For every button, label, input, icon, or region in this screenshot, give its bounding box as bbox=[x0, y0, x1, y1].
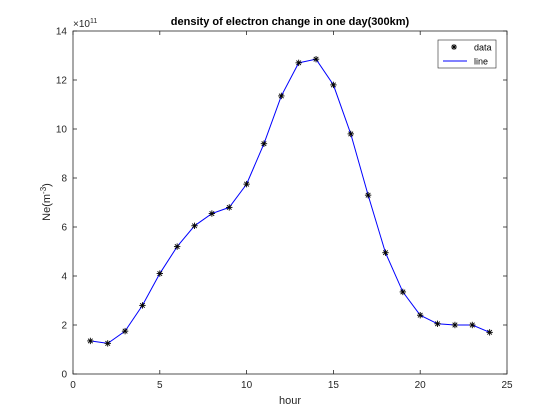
data-point bbox=[417, 312, 424, 319]
y-axis-label-base: Ne(m bbox=[41, 194, 53, 221]
y-tick-label: 12 bbox=[56, 76, 68, 87]
y-tick-label: 0 bbox=[61, 370, 67, 381]
data-point bbox=[191, 222, 198, 229]
data-point bbox=[156, 270, 163, 277]
x-tick-label: 20 bbox=[415, 380, 427, 391]
data-point bbox=[87, 337, 94, 345]
data-point bbox=[260, 140, 268, 147]
legend-box bbox=[437, 39, 497, 69]
axes-box bbox=[72, 30, 508, 375]
y-exponent-power: 11 bbox=[90, 18, 97, 25]
x-tick-label: 25 bbox=[501, 380, 513, 391]
data-point bbox=[312, 55, 320, 63]
x-axis-ticks: 0 5 10 15 20 25 bbox=[70, 31, 513, 391]
y-axis-label-close: ) bbox=[41, 183, 53, 187]
data-point bbox=[121, 327, 129, 335]
series-layer bbox=[87, 55, 493, 347]
data-point bbox=[208, 210, 216, 217]
y-axis-label-power: -3 bbox=[39, 186, 48, 194]
x-axis-label: hour bbox=[279, 395, 301, 407]
data-point bbox=[278, 92, 285, 100]
y-exponent-label: ×1011 bbox=[73, 18, 97, 30]
y-axis-ticks: 0 2 4 6 8 10 12 14 bbox=[56, 27, 507, 381]
y-axis-label: Ne(m-3) bbox=[39, 183, 53, 221]
data-point bbox=[173, 243, 181, 250]
data-point bbox=[486, 329, 493, 336]
x-tick-label: 0 bbox=[70, 380, 76, 391]
y-exponent-base: ×10 bbox=[73, 19, 90, 30]
data-point bbox=[243, 180, 250, 188]
chart-title: density of electron change in one day(30… bbox=[171, 16, 410, 28]
series-line bbox=[90, 58, 490, 344]
data-point bbox=[469, 321, 476, 329]
data-point bbox=[347, 130, 354, 138]
y-tick-label: 8 bbox=[61, 174, 67, 185]
y-tick-label: 4 bbox=[61, 272, 67, 283]
data-point bbox=[330, 81, 337, 89]
y-tick-label: 2 bbox=[61, 321, 67, 332]
x-tick-label: 10 bbox=[241, 380, 253, 391]
data-point bbox=[295, 59, 302, 67]
legend: data line bbox=[437, 39, 497, 69]
data-point bbox=[382, 249, 389, 256]
y-tick-label: 14 bbox=[56, 27, 68, 38]
data-point bbox=[434, 320, 441, 327]
x-tick-label: 5 bbox=[157, 380, 163, 391]
legend-data-marker bbox=[451, 44, 457, 50]
data-point bbox=[451, 321, 459, 329]
data-point bbox=[226, 204, 233, 211]
data-point bbox=[364, 191, 372, 199]
y-tick-label: 10 bbox=[56, 125, 68, 136]
legend-line-label: line bbox=[474, 57, 488, 67]
legend-data-label: data bbox=[474, 43, 492, 53]
y-tick-label: 6 bbox=[61, 223, 67, 234]
data-point bbox=[104, 340, 111, 347]
data-point bbox=[139, 302, 146, 309]
x-tick-label: 15 bbox=[328, 380, 340, 391]
data-point bbox=[399, 288, 407, 296]
